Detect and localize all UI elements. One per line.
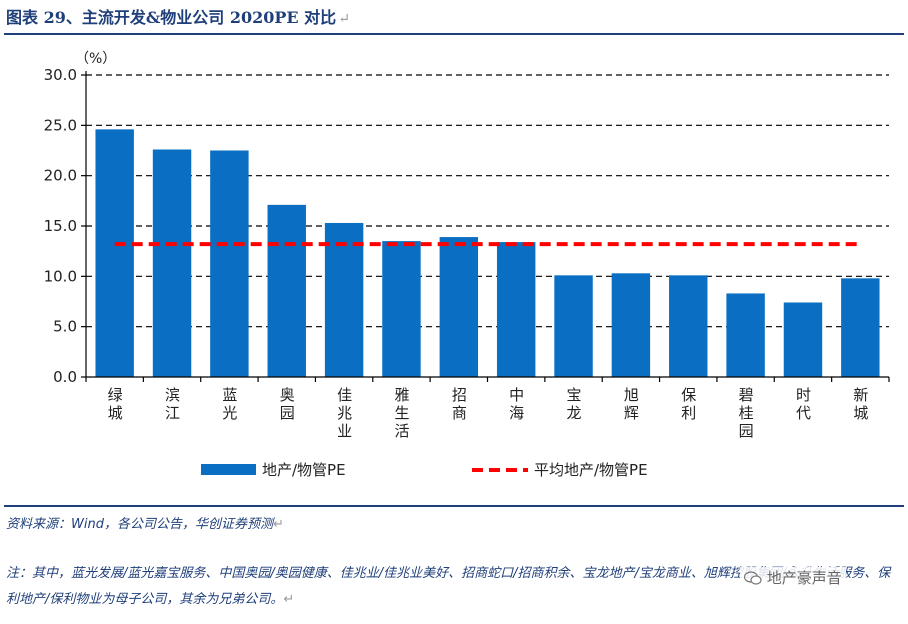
bar-13 [783,302,823,377]
x-tick-label-2: 滨江 [163,387,181,423]
footnote: 注：其中，蓝光发展/蓝光嘉宝服务、中国奥园/奥园健康、佳兆业/佳兆业美好、招商蛇… [6,561,902,613]
bar-6 [382,241,421,377]
y-tick-label-4: 20.0 [44,167,77,185]
legend: 地产/物管PE 平均地产/物管PE [201,461,648,479]
x-tick-label-14: 新城 [851,387,869,423]
return-mark-icon: ↵ [338,11,350,27]
footnote-text: 注：其中，蓝光发展/蓝光嘉宝服务、中国奥园/奥园健康、佳兆业/佳兆业美好、招商蛇… [6,566,891,607]
y-tick-label-1: 5.0 [53,318,77,336]
x-tick-label-8: 中海 [507,387,525,423]
x-tick-label-4: 奥园 [278,387,296,423]
bar-11 [669,275,708,377]
title-divider [4,33,904,35]
y-tick-label-2: 10.0 [44,267,77,285]
y-tick-label-3: 15.0 [44,217,77,235]
y-unit-label: （%） [75,51,116,67]
legend-bar-swatch [201,464,256,475]
x-tick-label-9: 宝龙 [565,387,583,423]
x-tick-label-7: 招商 [450,387,468,423]
x-tick-label-13: 时代 [794,387,812,423]
watermark-text: 地产豪声音 [766,569,842,587]
y-tick-labels: 0.0 5.0 10.0 15.0 20.0 25.0 30.0 [44,66,77,386]
chart-title: 图表 29、主流开发&物业公司 2020PE 对比 ↵ [6,4,350,28]
watermark: 地产豪声音 [740,567,846,588]
bar-7 [439,237,479,377]
bar-2 [152,149,192,377]
x-tick-label-5: 佳兆业 [335,387,353,441]
x-tick-label-6: 雅生活 [392,387,410,441]
pe-comparison-chart: 0.0 5.0 10.0 15.0 20.0 25.0 30.0 绿城 滨江 蓝光 奥园 佳兆业 雅生… [44,51,890,479]
x-tick-label-10: 旭辉 [622,387,640,423]
x-tick-label-1: 绿城 [106,387,124,423]
bar-12 [726,293,765,377]
bar-8 [496,242,536,377]
footer-divider [4,505,904,507]
source-text: 资料来源：Wind，各公司公告，华创证券预测 [6,517,273,532]
return-mark-icon: ↵ [283,592,295,607]
bar-3 [210,150,249,377]
axes [81,71,890,382]
x-tick-label-12: 碧桂园 [737,387,755,441]
x-tick-label-3: 蓝光 [220,387,238,423]
chart-title-text: 图表 29、主流开发&物业公司 2020PE 对比 [6,8,337,27]
y-tick-label-0: 0.0 [53,368,77,386]
x-tick-label-11: 保利 [679,387,697,423]
bar-5 [324,222,364,377]
y-tick-label-6: 30.0 [44,66,77,84]
bar-1 [95,129,134,377]
legend-bar-label: 地产/物管PE [262,461,346,479]
bar-10 [611,273,651,377]
return-mark-icon: ↵ [272,517,284,532]
x-tick-labels: 绿城 滨江 蓝光 奥园 佳兆业 雅生活 招商 中海 宝龙 旭辉 保利 碧桂园 时代 新城 [106,387,870,441]
bar-4 [267,204,306,377]
bar-series [95,129,880,377]
y-tick-label-5: 25.0 [44,116,77,134]
wechat-icon [744,571,762,585]
source-note: 资料来源：Wind，各公司公告，华创证券预测↵ [6,513,284,532]
grid-lines [86,74,889,328]
legend-line-label: 平均地产/物管PE [534,461,648,479]
bar-14 [841,278,880,377]
bar-9 [554,275,593,377]
